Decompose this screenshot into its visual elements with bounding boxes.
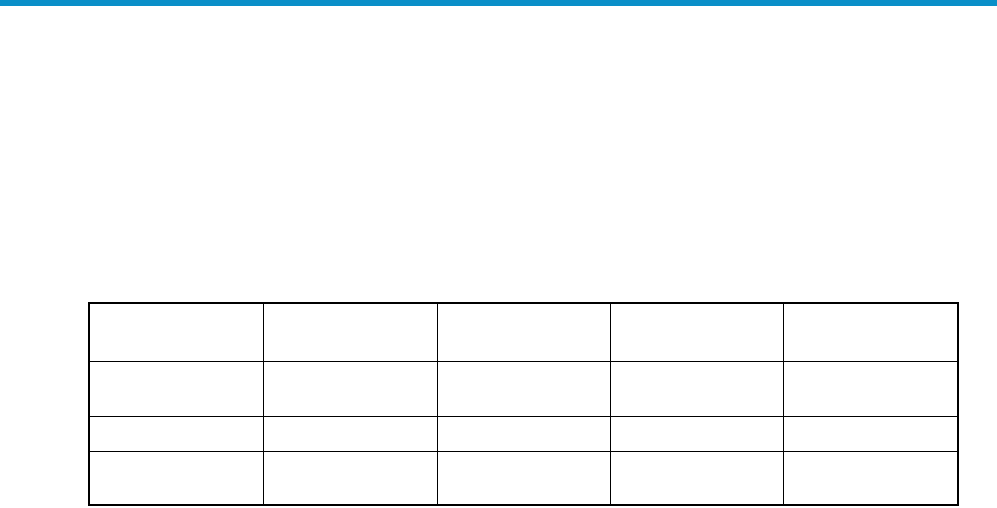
header-bar xyxy=(0,0,997,6)
table xyxy=(88,302,959,506)
table-border xyxy=(88,302,959,506)
